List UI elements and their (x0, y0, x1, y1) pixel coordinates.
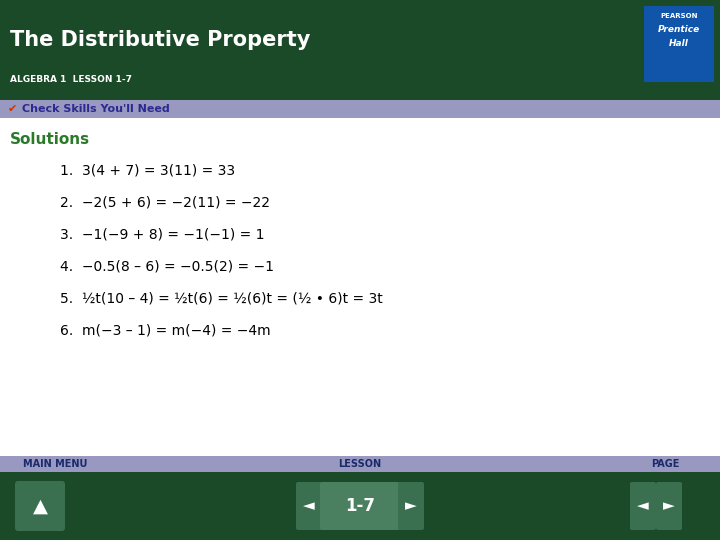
Text: LESSON: LESSON (338, 459, 382, 469)
Text: Check Skills You'll Need: Check Skills You'll Need (22, 104, 170, 114)
FancyBboxPatch shape (630, 482, 656, 530)
Text: Hall: Hall (669, 39, 689, 49)
Text: ►: ► (405, 498, 417, 514)
Text: PAGE: PAGE (651, 459, 679, 469)
FancyBboxPatch shape (656, 482, 682, 530)
Text: 1.  3(4 + 7) = 3(11) = 33: 1. 3(4 + 7) = 3(11) = 33 (60, 163, 235, 177)
FancyBboxPatch shape (398, 482, 424, 530)
Text: ALGEBRA 1  LESSON 1-7: ALGEBRA 1 LESSON 1-7 (10, 76, 132, 84)
FancyBboxPatch shape (296, 482, 322, 530)
Text: Prentice: Prentice (658, 25, 700, 35)
Text: 3.  −1(−9 + 8) = −1(−1) = 1: 3. −1(−9 + 8) = −1(−1) = 1 (60, 227, 264, 241)
Text: ▲: ▲ (32, 496, 48, 516)
Text: Solutions: Solutions (10, 132, 90, 147)
Bar (0, 100, 720, 118)
Text: The Distributive Property: The Distributive Property (10, 30, 310, 50)
Text: ◄: ◄ (637, 498, 649, 514)
Text: PEARSON: PEARSON (660, 13, 698, 19)
Bar (0, 472, 720, 540)
FancyBboxPatch shape (320, 482, 400, 530)
FancyBboxPatch shape (15, 481, 65, 531)
Text: ◄: ◄ (303, 498, 315, 514)
Text: 6.  m(−3 – 1) = m(−4) = −4m: 6. m(−3 – 1) = m(−4) = −4m (60, 323, 271, 337)
Text: 1-7: 1-7 (345, 497, 375, 515)
Bar (0, 0, 720, 100)
Text: ✔: ✔ (8, 104, 17, 114)
Text: 5.  ½t(10 – 4) = ½t(6) = ½(6)t = (½ • 6)t = 3t: 5. ½t(10 – 4) = ½t(6) = ½(6)t = (½ • 6)t… (60, 291, 383, 305)
Text: ►: ► (663, 498, 675, 514)
Text: 2.  −2(5 + 6) = −2(11) = −22: 2. −2(5 + 6) = −2(11) = −22 (60, 195, 270, 209)
Text: 4.  −0.5(8 – 6) = −0.5(2) = −1: 4. −0.5(8 – 6) = −0.5(2) = −1 (60, 259, 274, 273)
Text: MAIN MENU: MAIN MENU (23, 459, 87, 469)
Bar (0, 456, 720, 472)
Bar (644, 6, 714, 82)
